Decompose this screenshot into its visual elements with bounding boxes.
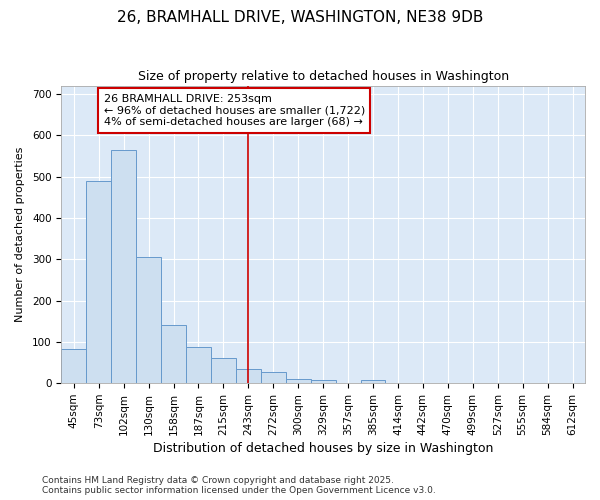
Bar bbox=[261, 372, 286, 383]
X-axis label: Distribution of detached houses by size in Washington: Distribution of detached houses by size … bbox=[153, 442, 493, 455]
Bar bbox=[311, 380, 335, 383]
Text: Contains HM Land Registry data © Crown copyright and database right 2025.
Contai: Contains HM Land Registry data © Crown c… bbox=[42, 476, 436, 495]
Title: Size of property relative to detached houses in Washington: Size of property relative to detached ho… bbox=[137, 70, 509, 83]
Bar bbox=[111, 150, 136, 383]
Text: 26 BRAMHALL DRIVE: 253sqm
← 96% of detached houses are smaller (1,722)
4% of sem: 26 BRAMHALL DRIVE: 253sqm ← 96% of detac… bbox=[104, 94, 365, 127]
Text: 26, BRAMHALL DRIVE, WASHINGTON, NE38 9DB: 26, BRAMHALL DRIVE, WASHINGTON, NE38 9DB bbox=[117, 10, 483, 25]
Bar bbox=[236, 368, 261, 383]
Bar bbox=[361, 380, 385, 383]
Bar bbox=[286, 379, 311, 383]
Bar bbox=[136, 257, 161, 383]
Bar bbox=[61, 350, 86, 383]
Bar bbox=[86, 182, 111, 383]
Bar bbox=[186, 347, 211, 383]
Bar bbox=[211, 358, 236, 383]
Y-axis label: Number of detached properties: Number of detached properties bbox=[15, 146, 25, 322]
Bar bbox=[161, 326, 186, 383]
